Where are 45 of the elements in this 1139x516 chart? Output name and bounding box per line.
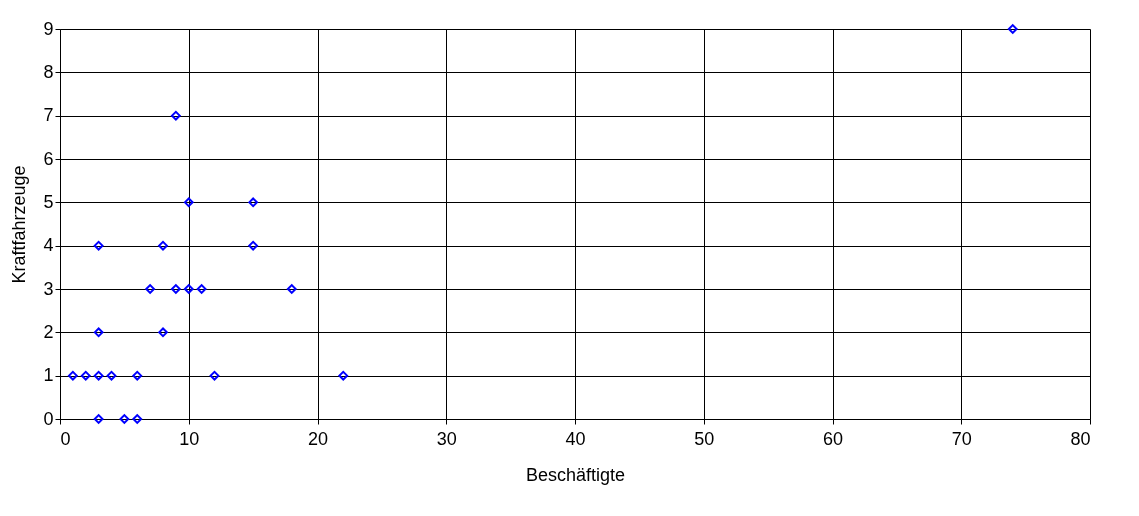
y-tick-label: 8 bbox=[43, 61, 54, 82]
y-tick-label: 9 bbox=[43, 18, 54, 39]
point bbox=[171, 284, 181, 294]
point bbox=[286, 284, 297, 294]
point bbox=[93, 370, 104, 381]
x-tick-label: 0 bbox=[60, 428, 71, 449]
point bbox=[132, 414, 143, 424]
y-tick-label: 7 bbox=[43, 105, 54, 126]
point bbox=[93, 414, 104, 424]
point bbox=[338, 370, 349, 381]
point bbox=[106, 370, 117, 381]
y-tick-label: 0 bbox=[43, 408, 54, 429]
point bbox=[158, 240, 168, 251]
x-tick-label: 10 bbox=[179, 428, 200, 449]
x-tick-label: 50 bbox=[694, 428, 715, 449]
point bbox=[80, 370, 91, 381]
y-tick-label: 3 bbox=[43, 278, 54, 299]
point bbox=[183, 197, 194, 208]
x-tick-label: 30 bbox=[436, 428, 457, 449]
y-tick-label: 5 bbox=[43, 191, 54, 212]
point bbox=[209, 370, 220, 381]
point bbox=[1007, 24, 1018, 34]
y-tick-label: 2 bbox=[43, 321, 54, 342]
x-tick-label: 40 bbox=[565, 428, 586, 449]
x-tick-label: 70 bbox=[951, 428, 972, 449]
point bbox=[248, 197, 258, 208]
y-tick-label: 6 bbox=[43, 148, 54, 169]
point bbox=[171, 110, 181, 121]
point bbox=[158, 327, 168, 338]
y-axis-title: Kraftfahrzeuge bbox=[9, 165, 30, 284]
point bbox=[119, 414, 130, 424]
point bbox=[248, 240, 258, 251]
x-tick-label: 60 bbox=[822, 428, 844, 449]
point bbox=[68, 370, 78, 381]
point bbox=[196, 284, 207, 294]
point bbox=[132, 370, 143, 381]
y-tick-label: 1 bbox=[43, 365, 54, 386]
point bbox=[183, 284, 194, 294]
x-tick-label: 80 bbox=[1070, 428, 1091, 449]
x-axis-title: Beschäftigte bbox=[525, 464, 626, 485]
y-tick-label: 4 bbox=[43, 235, 54, 256]
point bbox=[145, 284, 155, 294]
point bbox=[93, 240, 104, 251]
x-tick-label: 20 bbox=[307, 428, 329, 449]
point bbox=[93, 327, 104, 338]
